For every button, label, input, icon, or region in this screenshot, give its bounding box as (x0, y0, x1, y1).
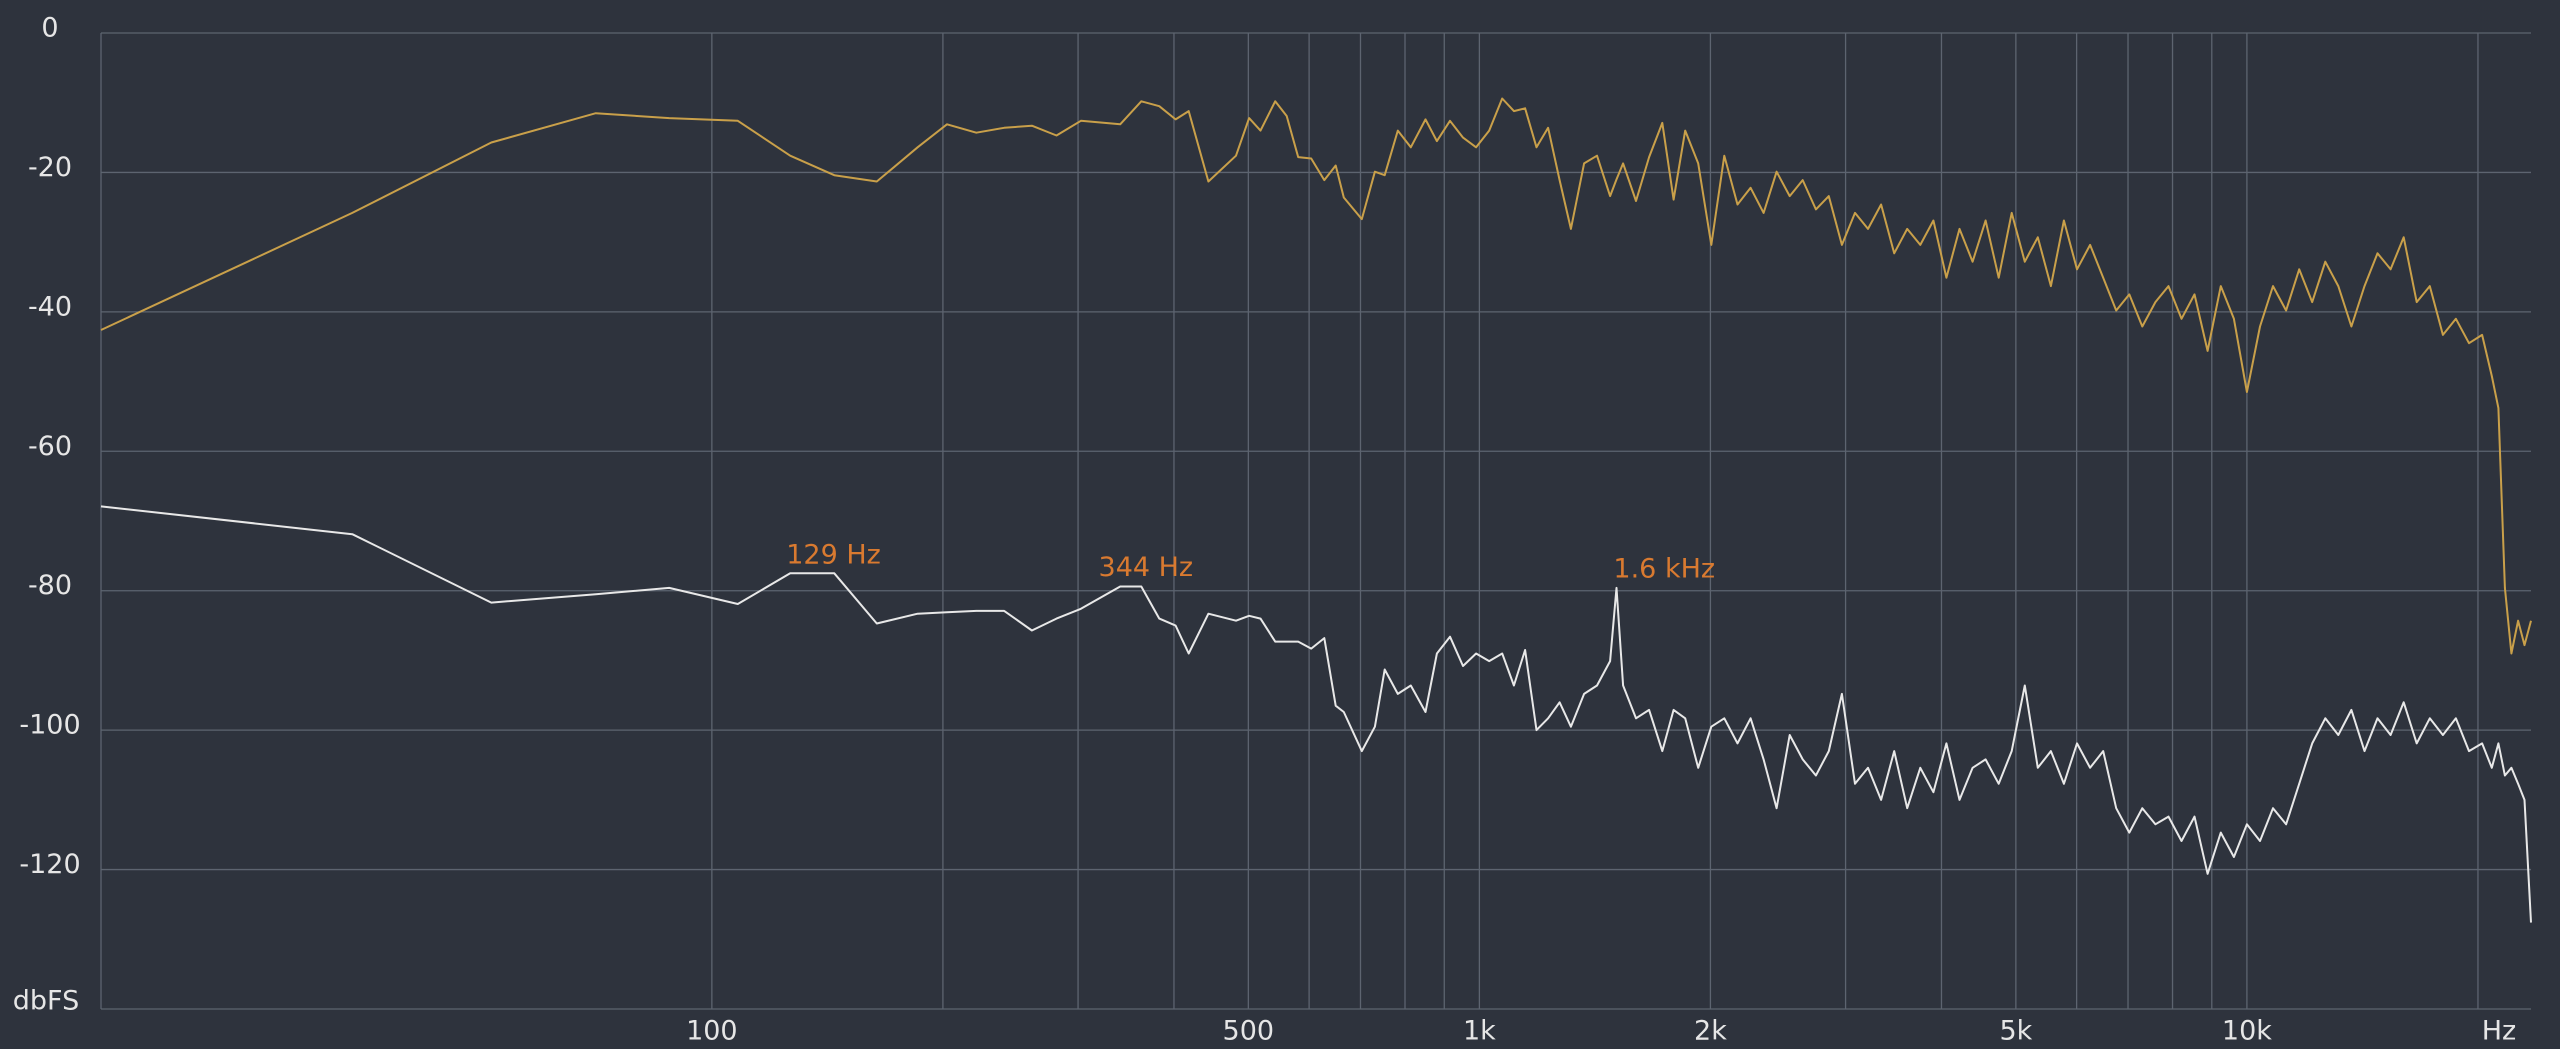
x-tick-label: 100 (686, 1016, 738, 1047)
y-axis-label: dbFS (13, 986, 79, 1017)
y-tick-label: -120 (19, 849, 80, 880)
peak-annotation: 129 Hz (786, 539, 881, 570)
y-tick-label: -100 (19, 710, 80, 741)
x-tick-label: 1k (1463, 1016, 1496, 1047)
peak-annotation: 344 Hz (1099, 552, 1194, 583)
spectrum-line (100, 505, 2532, 923)
x-axis-label: Hz (2482, 1016, 2516, 1047)
x-tick-label: 2k (1694, 1016, 1727, 1047)
x-tick-label: 10k (2222, 1016, 2272, 1047)
y-tick-label: -40 (28, 291, 72, 322)
peak-annotation: 1.6 kHz (1613, 553, 1715, 584)
x-tick-label: 500 (1223, 1016, 1275, 1047)
spectrum-line (100, 97, 2532, 655)
y-tick-label: -60 (28, 431, 72, 462)
y-tick-label: 0 (41, 13, 58, 44)
y-tick-label: -20 (28, 152, 72, 183)
x-tick-label: 5k (1999, 1016, 2032, 1047)
y-tick-label: -80 (28, 570, 72, 601)
